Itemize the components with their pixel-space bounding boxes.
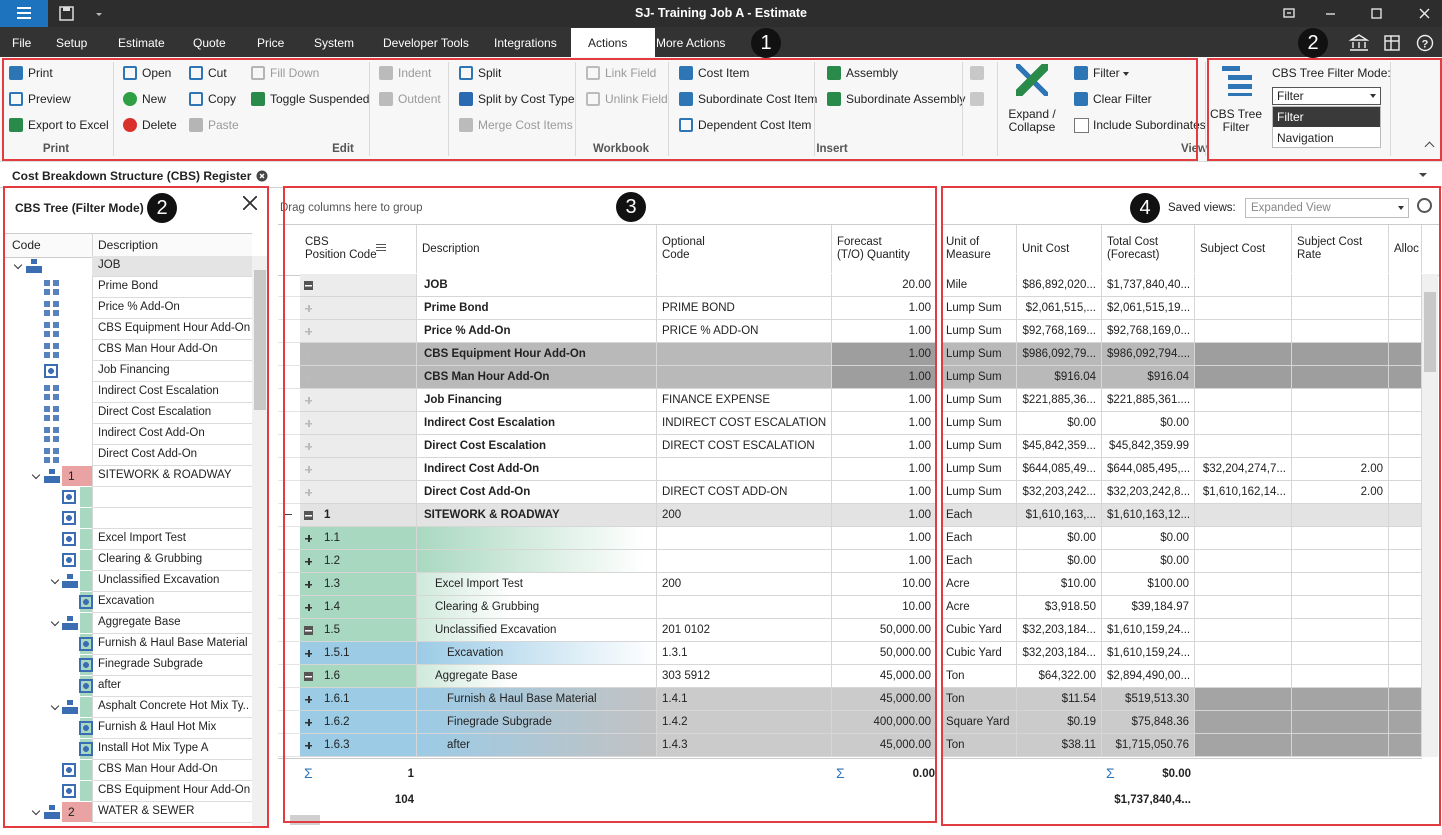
callout-badge: 1	[751, 28, 781, 58]
menu-tab[interactable]: Integrations	[494, 36, 557, 50]
highlight-box	[1207, 58, 1442, 161]
tab-dropdown[interactable]	[1417, 170, 1429, 180]
document-tab[interactable]: Cost Breakdown Structure (CBS) Register	[12, 169, 251, 183]
menu-icons[interactable]: ?	[1348, 33, 1438, 53]
menu-tab[interactable]: Price	[257, 36, 284, 50]
ribbon-separator	[1205, 62, 1206, 156]
callout-badge: 2	[147, 193, 177, 223]
callout-badge: 4	[1130, 193, 1160, 223]
help-glyph: ?	[1422, 39, 1429, 51]
menu-tab[interactable]: Setup	[56, 36, 87, 50]
menu-tab[interactable]: Developer Tools	[383, 36, 469, 50]
window-title: SJ- Training Job A - Estimate	[0, 6, 1442, 20]
highlight-box	[3, 186, 269, 828]
menu-tab[interactable]: Actions	[588, 36, 627, 50]
highlight-box	[283, 186, 937, 823]
callout-badge: 2	[1298, 28, 1328, 58]
callout-badge: 3	[616, 192, 646, 222]
window-controls[interactable]	[1275, 4, 1442, 24]
menu-tab[interactable]: System	[314, 36, 354, 50]
menu-tab[interactable]: More Actions	[656, 36, 725, 50]
menu-tab[interactable]: File	[12, 36, 31, 50]
highlight-box	[2, 58, 1198, 161]
highlight-box	[941, 186, 1441, 826]
menu-tab[interactable]: Quote	[193, 36, 226, 50]
document-tab-close[interactable]	[255, 169, 269, 183]
menu-tab[interactable]: Estimate	[118, 36, 165, 50]
